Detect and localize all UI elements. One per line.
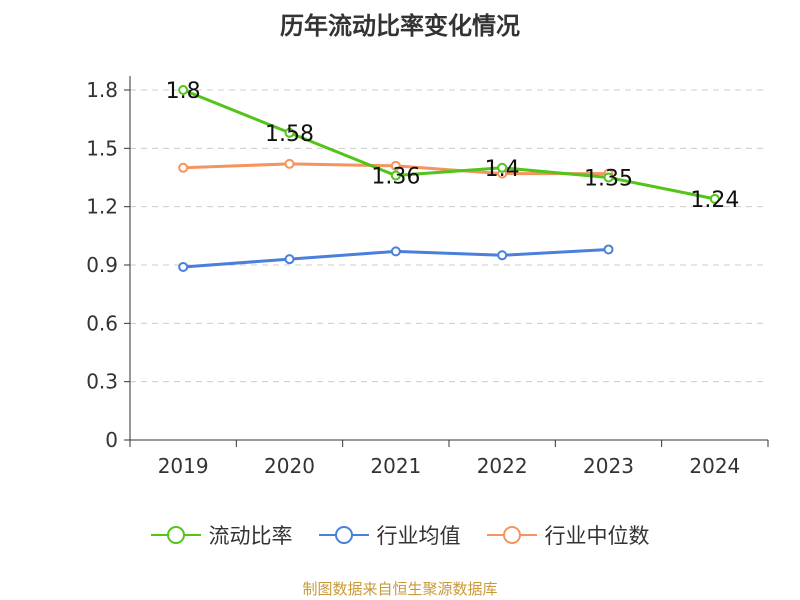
legend-item-industry-mean[interactable]: 行业均值	[318, 520, 461, 550]
x-tick-label: 2024	[689, 454, 740, 478]
axes: 0 0.3 0.6 0.9 1.2 1.5 1.8 2019 2020 2021 2022 2023 2…	[86, 76, 769, 478]
x-tick-label: 2019	[158, 454, 209, 478]
data-label: 1.35	[584, 167, 633, 192]
data-label: 1.8	[166, 79, 201, 104]
y-tick-label: 1.8	[86, 78, 118, 102]
data-point	[284, 254, 295, 265]
data-point	[390, 246, 401, 257]
series-lines	[182, 88, 716, 269]
legend-item-industry-median[interactable]: 行业中位数	[486, 520, 650, 550]
y-tick-label: 0.9	[86, 253, 118, 277]
chart-title: 历年流动比率变化情况	[280, 12, 520, 40]
data-point	[603, 172, 614, 183]
x-tick-label: 2021	[370, 454, 421, 478]
data-point	[178, 261, 189, 272]
y-tick-label: 0.6	[86, 311, 118, 335]
x-tick-label: 2022	[477, 454, 528, 478]
data-point	[284, 158, 295, 169]
data-label: 1.4	[485, 157, 520, 182]
grid-lines	[130, 89, 768, 383]
data-point	[709, 193, 720, 204]
legend-label-current-ratio: 流动比率	[208, 524, 293, 548]
data-point	[390, 160, 401, 171]
data-point	[497, 250, 508, 261]
y-tick-label: 1.2	[86, 195, 118, 219]
legend-swatch-industry-median	[486, 526, 537, 544]
y-tick-label: 1.5	[86, 136, 118, 160]
series-line-0	[182, 88, 716, 201]
data-point	[178, 162, 189, 173]
x-tick-label: 2020	[264, 454, 315, 478]
data-label: 1.58	[265, 122, 314, 147]
data-point	[178, 85, 189, 95]
data-label: 1.24	[690, 188, 739, 213]
legend-label-industry-mean: 行业均值	[376, 524, 461, 548]
series-points	[178, 85, 720, 272]
data-point	[497, 162, 508, 173]
data-labels: 1.8 1.58 1.36 1.4 1.35 1.24	[166, 79, 740, 213]
data-point	[603, 244, 614, 255]
data-label: 1.36	[371, 165, 420, 190]
data-point	[390, 170, 401, 181]
y-tick-label: 0	[105, 428, 118, 452]
legend-swatch-industry-mean	[318, 526, 369, 544]
y-tick-label: 0.3	[86, 370, 118, 394]
legend-item-current-ratio[interactable]: 流动比率	[150, 520, 293, 550]
data-point	[284, 127, 295, 138]
source-note: 制图数据来自恒生聚源数据库	[302, 580, 498, 598]
x-tick-label: 2023	[583, 454, 634, 478]
legend: 流动比率 行业均值 行业中位数	[0, 520, 800, 550]
legend-label-industry-median: 行业中位数	[544, 524, 650, 548]
legend-swatch-current-ratio	[150, 526, 201, 544]
